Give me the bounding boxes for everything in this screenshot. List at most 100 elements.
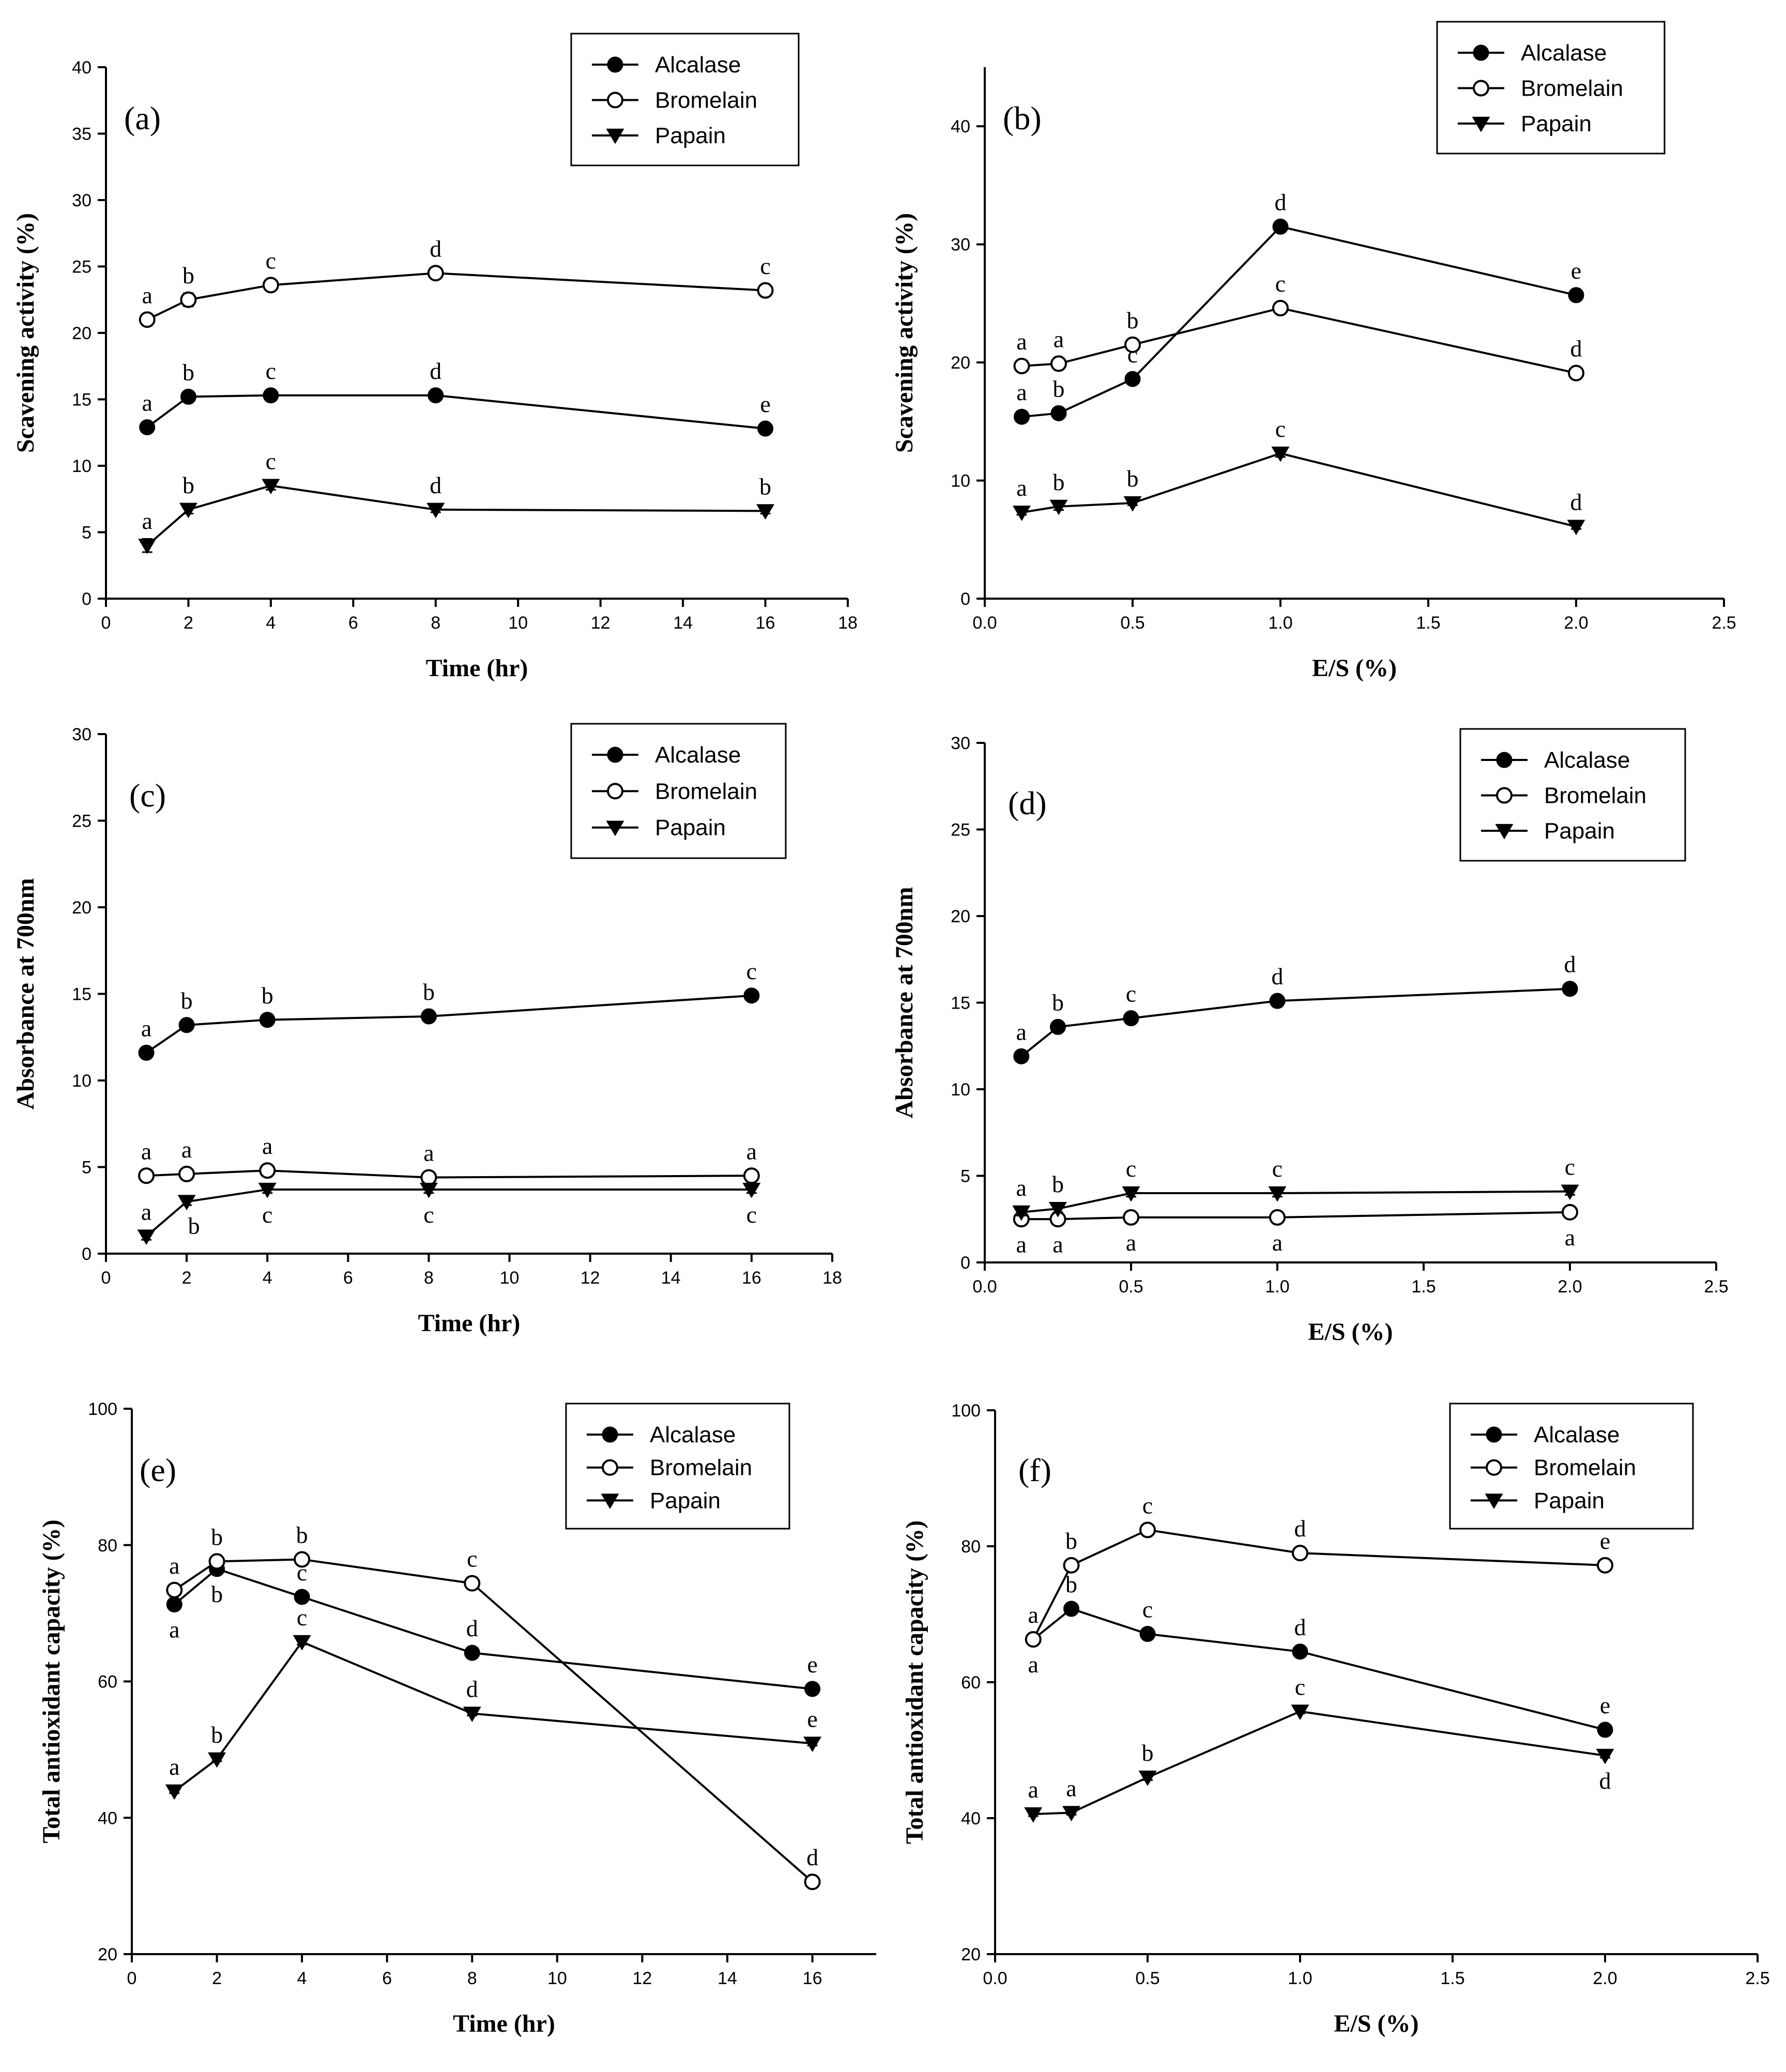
significance-label: d: [806, 1844, 818, 1870]
y-tick-label: 15: [72, 985, 91, 1004]
series-bromelain: a b b c d: [166, 1521, 821, 1891]
data-point: [1063, 1601, 1079, 1617]
legend-marker: [607, 92, 623, 109]
x-tick-label: 1.0: [1265, 1277, 1289, 1297]
panel-c: 0 2 4 6 8 10 12 14 16 18 0 5 10 15 20 25 30 Time (hr) Abso…: [12, 723, 842, 1337]
x-tick-label: 0.0: [983, 1969, 1007, 1988]
significance-label: c: [266, 247, 276, 273]
data-point: [1050, 405, 1067, 421]
x-tick-label: 1.5: [1411, 1277, 1436, 1297]
x-tick-label: 1.0: [1268, 613, 1292, 633]
y-axis-title: Total antioxidant capacity (%): [901, 1520, 928, 1844]
significance-label: c: [1565, 1154, 1575, 1180]
data-point: [138, 1044, 155, 1061]
data-point: [1050, 355, 1067, 372]
series-papain: a b bcd: [1013, 416, 1585, 536]
legend-marker: [607, 56, 623, 73]
y-tick-label: 5: [82, 523, 91, 543]
x-axis-title: E/S (%): [1308, 1318, 1393, 1346]
data-point: [1025, 1631, 1042, 1648]
significance-label: a: [1016, 1231, 1027, 1257]
series-alcalase: a b c d e: [166, 1559, 821, 1697]
y-tick-label: 5: [960, 1167, 970, 1186]
significance-label: b: [423, 979, 435, 1005]
panel-label: (e): [140, 1452, 176, 1488]
y-tick-label: 20: [951, 907, 970, 926]
significance-label: a: [1016, 328, 1027, 355]
data-point: [463, 1707, 481, 1723]
y-tick-label: 10: [72, 456, 91, 476]
significance-label: a: [1016, 475, 1027, 501]
legend-label: Bromelain: [650, 1455, 752, 1481]
series-line: [1033, 1710, 1606, 1816]
x-tick-label: 4: [297, 1969, 307, 1988]
y-tick-label: 0: [960, 1253, 970, 1273]
data-point: [1049, 499, 1068, 515]
data-point: [1562, 1203, 1578, 1221]
data-point: [1139, 1521, 1156, 1538]
significance-label: a: [1054, 326, 1064, 352]
significance-label: c: [1275, 416, 1286, 442]
y-tick-label: 60: [961, 1673, 981, 1693]
data-point: [1561, 1184, 1579, 1200]
data-point: [756, 504, 775, 520]
significance-label: c: [1295, 1674, 1305, 1700]
legend-label: Papain: [1544, 818, 1615, 844]
x-tick-label: 10: [547, 1969, 567, 1988]
data-point: [1123, 1209, 1139, 1226]
series-alcalase: ab c d d: [1013, 951, 1578, 1064]
data-point: [427, 265, 444, 282]
significance-label: a: [141, 1015, 151, 1041]
data-point: [1013, 1048, 1030, 1064]
data-point: [294, 1589, 310, 1605]
significance-label: b: [296, 1521, 308, 1548]
panel-d: 0.0 0.5 1.0 1.5 2.0 2.5 0 5 10 15 20 25 30 E/S (%) Abs…: [891, 728, 1729, 1346]
significance-label: e: [1600, 1692, 1610, 1718]
legend-label: Alcalase: [1521, 40, 1607, 66]
data-point: [258, 1182, 277, 1198]
legend-marker: [607, 746, 623, 763]
x-tick-label: 2.5: [1712, 613, 1736, 633]
data-point: [139, 311, 156, 328]
series-papain: a a b c d: [1024, 1674, 1614, 1823]
series-bromelain: a a b c d: [1013, 270, 1584, 382]
significance-label: b: [1142, 1740, 1154, 1766]
x-tick-label: 1.5: [1440, 1969, 1464, 1988]
legend-label: Papain: [1521, 111, 1592, 136]
x-tick-label: 0: [101, 1268, 111, 1288]
legend-marker: [607, 783, 623, 800]
significance-label: a: [181, 1136, 192, 1163]
series-papain: a b c d e: [165, 1604, 822, 1800]
y-tick-label: 40: [98, 1808, 117, 1828]
significance-label: a: [1272, 1229, 1283, 1256]
x-tick-label: 2: [184, 613, 193, 633]
series-line: [146, 272, 766, 321]
data-point: [208, 1553, 225, 1570]
data-point: [1269, 1209, 1286, 1226]
series-line: [1021, 452, 1577, 528]
legend-marker: [602, 1459, 618, 1476]
significance-label: c: [1272, 1155, 1283, 1182]
data-point: [1596, 1748, 1614, 1764]
y-tick-label: 0: [82, 589, 91, 609]
legend-label: Papain: [650, 1488, 721, 1513]
legend-marker: [1472, 116, 1490, 132]
y-tick-label: 40: [951, 117, 970, 136]
data-point: [180, 291, 197, 308]
significance-label: b: [211, 1721, 223, 1748]
data-point: [804, 1681, 821, 1697]
x-tick-label: 2.0: [1593, 1969, 1617, 1988]
x-tick-label: 10: [500, 1268, 520, 1288]
data-point: [420, 1169, 437, 1186]
data-point: [293, 1635, 311, 1651]
series-line: [1021, 307, 1577, 374]
significance-label: c: [1275, 270, 1286, 297]
data-point: [1014, 408, 1030, 425]
data-point: [1568, 364, 1584, 382]
x-tick-label: 16: [803, 1969, 822, 1988]
significance-label: e: [760, 391, 770, 417]
significance-label: c: [297, 1604, 307, 1631]
